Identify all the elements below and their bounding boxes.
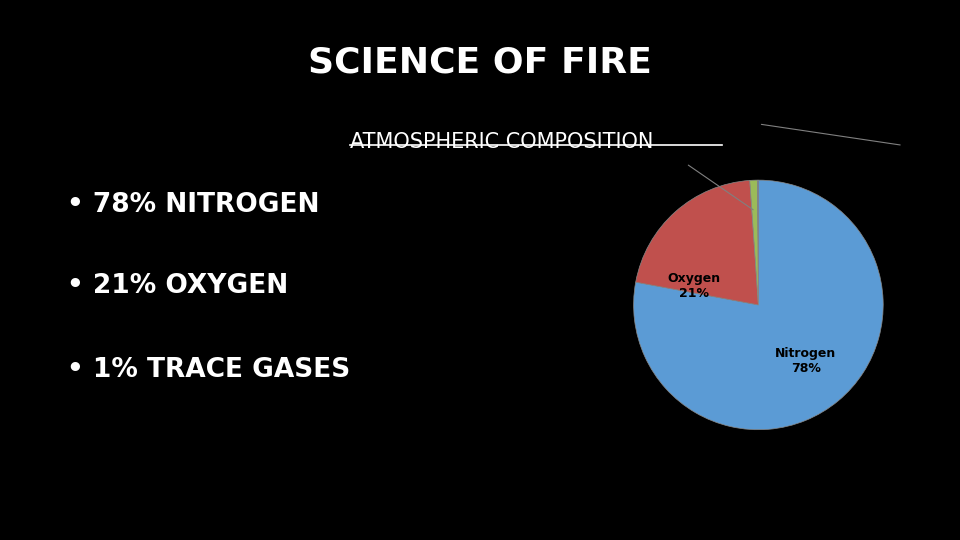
Wedge shape — [634, 180, 883, 430]
Text: SCIENCE OF FIRE: SCIENCE OF FIRE — [308, 46, 652, 80]
Text: Oxygen
21%: Oxygen 21% — [667, 272, 720, 300]
Text: • 21% OXYGEN: • 21% OXYGEN — [67, 273, 288, 299]
Text: Nitrogen
78%: Nitrogen 78% — [775, 347, 836, 375]
Text: ATMOSPHERIC COMPOSITION: ATMOSPHERIC COMPOSITION — [350, 132, 654, 152]
Wedge shape — [636, 180, 758, 305]
Text: Other
>0.1%: Other >0.1% — [761, 124, 948, 163]
Wedge shape — [750, 180, 758, 305]
Text: • 1% TRACE GASES: • 1% TRACE GASES — [67, 357, 350, 383]
Text: Argon
1%: Argon 1% — [646, 135, 754, 210]
Text: • 78% NITROGEN: • 78% NITROGEN — [67, 192, 320, 218]
